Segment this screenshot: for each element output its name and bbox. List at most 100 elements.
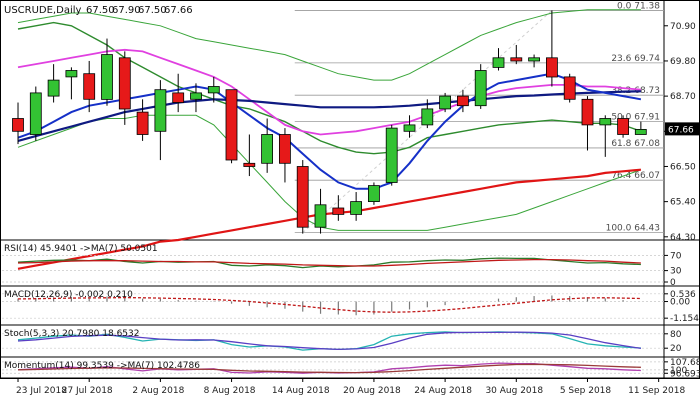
bull-candle: [492, 48, 505, 71]
candle-body: [510, 57, 523, 62]
candle-body: [439, 95, 452, 110]
bear-candle: [296, 160, 309, 234]
indicator-tick-label: 100: [670, 366, 687, 376]
candle-body: [581, 98, 594, 126]
indicator-panes: 70 300 RSI(14) 45.9401 ->MA(7) 50.0501 0.53…: [2, 244, 700, 379]
fib-level-label: 23.6 69.74: [611, 54, 660, 64]
bear-candle: [510, 44, 523, 65]
candle-body: [12, 118, 24, 132]
bull-candle: [101, 38, 113, 106]
candle-body: [456, 95, 469, 107]
candle-body: [101, 54, 113, 100]
bull-candle: [474, 64, 487, 109]
fib-level-label: 76.4 66.07: [611, 171, 660, 181]
bull-candle: [154, 80, 167, 161]
x-tick-label: 23 Jul 2018: [16, 386, 67, 396]
indicator-tick-label: -1.154: [670, 314, 699, 324]
indicator-tick-label: 0.00: [670, 298, 690, 308]
indicator-tick-label: 80: [670, 330, 682, 340]
price-overlays: [17, 9, 642, 270]
candle-body: [492, 57, 505, 68]
candle-body: [474, 70, 487, 107]
fib-level-label: 50.0 67.91: [611, 112, 660, 122]
momentum-ma-line: [17, 363, 641, 374]
chart-gridlines: [0, 0, 700, 379]
bull-candle: [367, 182, 380, 205]
bull-candle: [29, 86, 42, 141]
x-tick-label: 8 Aug 2018: [204, 386, 256, 396]
bull-candle: [65, 67, 78, 100]
fib-level-label: 0.0 71.38: [617, 1, 660, 11]
indicator-pane-stoch: 80 20 Stoch(5,3,3) 20.7980 18.6532: [2, 329, 682, 354]
candle-body: [421, 108, 434, 126]
bear-candle: [332, 195, 345, 221]
bear-candle: [617, 115, 629, 138]
indicator-tick-label: 30: [670, 267, 682, 277]
header-high-value: 67.90: [112, 5, 141, 16]
bull-candle: [634, 121, 647, 135]
candle-body: [83, 73, 96, 100]
candle-body: [599, 118, 612, 126]
fib-trend-line: [302, 10, 553, 234]
header-open-value: 67.50: [86, 5, 115, 16]
candlesticks: [12, 10, 647, 234]
candle-body: [385, 127, 398, 183]
candle-body: [190, 92, 202, 100]
candle-body: [207, 86, 220, 94]
candle-body: [403, 124, 416, 132]
indicator-tick-label: 107.6868: [670, 358, 700, 368]
x-tick-label: 14 Aug 2018: [272, 386, 330, 396]
pink-ma-line: [17, 48, 641, 136]
bear-candle: [278, 128, 291, 183]
bull-candle: [385, 124, 398, 186]
header-low-value: 67.50: [138, 5, 167, 16]
bear-candle: [118, 51, 131, 125]
indicator-pane-rsi: 70 300 RSI(14) 45.9401 ->MA(7) 50.0501: [2, 244, 682, 288]
bull-candle: [439, 92, 452, 113]
chart-axes: 70.9069.8068.7067.6066.5065.4064.3067.66…: [16, 22, 699, 396]
bull-candle: [314, 188, 327, 234]
stoch-d-line: [17, 331, 642, 351]
price-tick-label: 64.30: [670, 233, 696, 243]
candle-body: [65, 70, 78, 78]
candle-body: [546, 57, 558, 78]
price-tick-label: 70.90: [670, 22, 696, 32]
candle-body: [634, 128, 647, 135]
bear-candle: [563, 73, 576, 103]
candle-body: [243, 162, 256, 167]
fib-level-label: 61.8 67.08: [611, 139, 660, 149]
candle-body: [118, 57, 131, 110]
candle-body: [332, 207, 345, 215]
candle-body: [296, 166, 309, 228]
bear-candle: [243, 134, 256, 177]
bear-candle: [136, 99, 149, 141]
x-tick-label: 20 Aug 2018: [343, 386, 401, 396]
bull-candle: [599, 115, 612, 157]
rsi-ma-line: [17, 258, 641, 267]
indicator-label: RSI(14) 45.9401 ->MA(7) 50.0501: [4, 244, 158, 254]
bear-candle: [546, 10, 558, 87]
indicator-pane-momentum: 107.686810096.6938 Momentum(14) 99.3539 -…: [2, 358, 700, 379]
bear-candle: [581, 96, 594, 151]
bear-candle: [456, 89, 469, 113]
candle-body: [367, 185, 380, 203]
current-price-badge: [665, 122, 699, 136]
bull-candle: [207, 76, 220, 103]
navy-sma-line: [17, 90, 641, 142]
bollinger-lower-line: [17, 114, 642, 231]
candle-body: [225, 89, 238, 161]
candle-body: [261, 134, 274, 164]
bull-candle: [403, 115, 416, 138]
x-tick-label: 24 Aug 2018: [414, 386, 472, 396]
indicator-label: MACD(12,26,9) -0.002 0.210: [4, 290, 133, 300]
candle-body: [136, 111, 149, 135]
price-tick-label: 65.40: [670, 198, 696, 208]
red-sma-line: [17, 168, 641, 270]
candle-body: [617, 118, 629, 135]
x-tick-label: 2 Aug 2018: [132, 386, 184, 396]
bull-candle: [350, 192, 363, 221]
bull-candle: [421, 99, 434, 129]
x-tick-label: 30 Aug 2018: [485, 386, 543, 396]
